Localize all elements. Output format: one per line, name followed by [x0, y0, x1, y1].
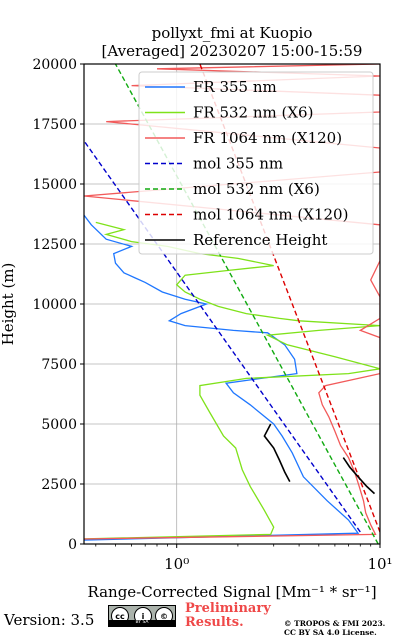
y-axis-label: Height (m)	[0, 263, 17, 346]
y-tick-label: 0	[68, 537, 77, 553]
y-tick-label: 20000	[32, 57, 77, 73]
x-axis: 10⁰ 10¹	[95, 544, 393, 573]
y-tick-label: 7500	[41, 357, 77, 373]
copyright-line1: © TROPOS & FMI 2023.	[284, 619, 386, 628]
legend-label: FR 532 nm (X6)	[193, 104, 313, 122]
copyright-line2: CC BY SA 4.0 License.	[284, 628, 377, 637]
copyright-notice: © TROPOS & FMI 2023. CC BY SA 4.0 Licens…	[284, 619, 385, 637]
y-tick-label: 12500	[32, 237, 77, 253]
version-label: Version: 3.5	[4, 611, 95, 629]
legend-label: mol 532 nm (X6)	[193, 180, 320, 198]
legend-box	[138, 71, 374, 255]
y-tick-label: 10000	[32, 297, 77, 313]
y-tick-label: 5000	[41, 417, 77, 433]
cc-strip-label: BY SA	[109, 620, 175, 626]
series-reference-height	[263, 423, 291, 482]
legend-label: FR 355 nm	[193, 78, 277, 96]
y-axis: 0 2500 5000 7500 10000 12500 15000 17500 20000	[32, 57, 84, 553]
y-tick-label: 2500	[41, 477, 77, 493]
cc-license-badge: cc i © BY SA	[108, 605, 176, 627]
legend-label: Reference Height	[193, 231, 327, 249]
legend-label: mol 1064 nm (X120)	[193, 206, 348, 224]
y-tick-label: 15000	[32, 177, 77, 193]
chart-title: pollyxt_fmi at Kuopio	[152, 24, 313, 42]
series-mol-532-nm-x6	[114, 64, 379, 544]
series-reference-height-segment	[342, 457, 376, 495]
series-mol-355-nm	[84, 139, 361, 533]
preliminary-notice: Preliminary Results.	[185, 602, 271, 630]
x-tick-label: 10¹	[367, 555, 392, 573]
x-axis-label: Range-Corrected Signal [Mm⁻¹ * sr⁻¹]	[87, 583, 376, 601]
preliminary-line1: Preliminary	[185, 601, 271, 616]
series-fr-532-nm-x6	[84, 221, 380, 540]
y-tick-label: 17500	[32, 117, 77, 133]
preliminary-line2: Results.	[185, 615, 244, 630]
chart-subtitle: [Averaged] 20230207 15:00-15:59	[102, 42, 363, 60]
series-fr-355-nm	[84, 214, 360, 541]
legend-label: FR 1064 nm (X120)	[193, 129, 342, 147]
x-tick-label: 10⁰	[164, 555, 189, 573]
legend: FR 355 nm FR 532 nm (X6) FR 1064 nm (X120)…	[138, 71, 374, 255]
legend-label: mol 355 nm	[193, 155, 283, 173]
